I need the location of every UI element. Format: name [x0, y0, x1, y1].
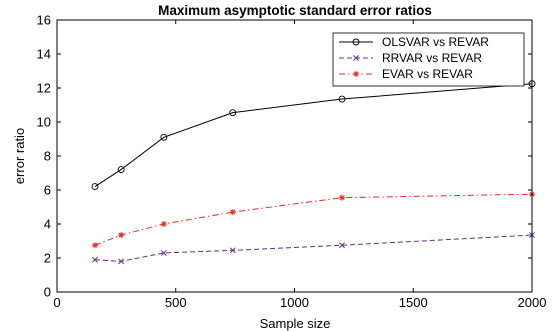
- data-point: [91, 183, 99, 191]
- data-point: [339, 194, 345, 201]
- legend-marker: [353, 71, 359, 77]
- legend-label: EVAR vs REVAR: [382, 67, 473, 81]
- y-tick-label: 14: [37, 47, 51, 62]
- data-point: [160, 133, 168, 141]
- y-axis-label: error ratio: [12, 128, 27, 184]
- data-point: [92, 242, 98, 249]
- x-tick-label: 1500: [399, 295, 428, 310]
- data-point: [118, 258, 125, 265]
- x-tick-label: 1000: [280, 295, 309, 310]
- y-tick-label: 10: [37, 115, 51, 130]
- plot-frame: [56, 19, 533, 293]
- series-line-2: [94, 193, 533, 246]
- legend-label: RRVAR vs REVAR: [382, 51, 482, 65]
- data-point: [338, 95, 346, 103]
- series-layer: [91, 80, 536, 265]
- series-line-0: [94, 83, 533, 188]
- legend-marker: [352, 38, 360, 46]
- legend-label: OLSVAR vs REVAR: [382, 35, 489, 49]
- legend: OLSVAR vs REVAR RRVAR vs REVAR EVAR vs REV…: [332, 32, 525, 87]
- y-tick-label: 16: [37, 13, 51, 28]
- series-line-1: [94, 234, 533, 262]
- data-point: [160, 249, 167, 256]
- x-tick-label: 500: [165, 295, 187, 310]
- chart-title: Maximum asymptotic standard error ratios: [158, 3, 432, 18]
- legend-marker: [353, 55, 359, 61]
- x-axis-label: Sample size: [260, 316, 331, 331]
- y-tick-label: 2: [44, 251, 51, 266]
- data-point: [339, 242, 345, 249]
- data-point: [117, 166, 125, 174]
- data-point: [92, 256, 98, 263]
- data-point: [229, 109, 237, 117]
- x-tick-label: 2000: [518, 295, 547, 310]
- data-point: [118, 232, 125, 239]
- y-tick-label: 8: [44, 149, 51, 164]
- axis-ticks: 0 500 1000 1500 2000 0 2 4 6 8 10 12 14 16: [37, 13, 547, 311]
- y-tick-label: 6: [44, 183, 51, 198]
- data-point: [229, 209, 236, 216]
- data-point: [229, 247, 236, 254]
- y-tick-label: 12: [37, 81, 51, 96]
- x-tick-label: 0: [53, 295, 60, 310]
- y-tick-label: 0: [44, 285, 51, 300]
- data-point: [160, 221, 167, 227]
- y-tick-label: 4: [44, 217, 51, 232]
